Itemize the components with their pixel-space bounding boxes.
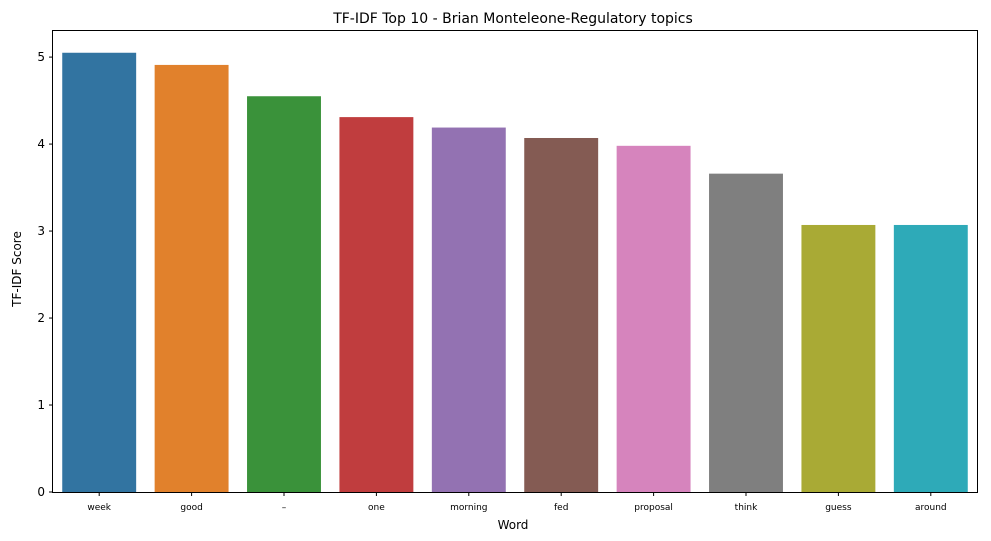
- bar-6: [616, 145, 691, 492]
- x-axis-ticks: week good – one morning fed proposal think guess…: [87, 492, 947, 513]
- y-tick-label: 2: [37, 311, 45, 325]
- y-tick-label: 4: [37, 137, 45, 151]
- x-tick-label: morning: [450, 503, 487, 513]
- bar-4: [431, 127, 506, 493]
- bar-0: [62, 52, 137, 492]
- x-tick-label: fed: [554, 503, 568, 513]
- chart-title: TF-IDF Top 10 - Brian Monteleone-Regulat…: [332, 11, 693, 27]
- bar-1: [154, 64, 229, 493]
- x-tick-label: proposal: [634, 503, 673, 513]
- y-tick-label: 5: [37, 50, 45, 64]
- bar-2: [247, 96, 321, 493]
- y-axis-label: TF-IDF Score: [10, 231, 24, 308]
- bar-7: [709, 173, 783, 492]
- y-tick-label: 1: [37, 398, 45, 412]
- x-axis-label: Word: [498, 518, 529, 532]
- y-tick-label: 0: [37, 485, 45, 499]
- x-tick-label: week: [87, 503, 111, 513]
- x-tick-label: guess: [825, 503, 852, 513]
- x-tick-label: around: [915, 503, 947, 513]
- bar-9: [893, 224, 968, 492]
- bar-8: [801, 224, 876, 492]
- y-tick-label: 3: [37, 224, 45, 238]
- x-tick-label: one: [368, 503, 385, 513]
- bar-3: [339, 117, 414, 493]
- bar-5: [524, 137, 599, 493]
- bars-group: [62, 52, 968, 493]
- plot-frame: [52, 30, 978, 493]
- y-axis-ticks: 0 1 2 3 4 5: [37, 50, 53, 499]
- x-tick-label: think: [735, 503, 758, 513]
- x-tick-label: good: [180, 503, 202, 513]
- x-tick-label: –: [282, 503, 287, 513]
